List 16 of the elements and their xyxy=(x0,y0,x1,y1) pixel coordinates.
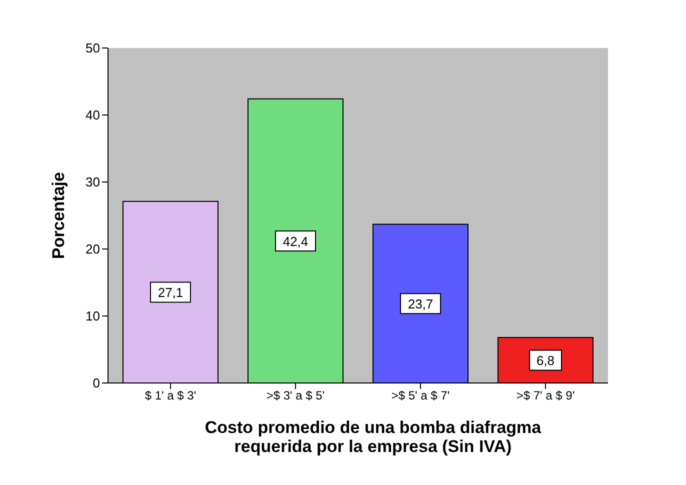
y-tick-label: 40 xyxy=(86,108,100,123)
x-tick-label: $ 1' a $ 3' xyxy=(144,388,196,403)
data-label: 23,7 xyxy=(408,296,434,312)
data-label: 6,8 xyxy=(536,353,555,368)
y-tick-label: 50 xyxy=(86,40,100,56)
x-tick-label: >$ 7' a $ 9' xyxy=(516,388,575,403)
x-axis-title: Costo promedio de una bomba diafragma requerida por la empresa (Sin IVA) xyxy=(204,418,542,456)
y-tick-label: 0 xyxy=(92,376,100,391)
y-tick-label: 30 xyxy=(86,174,100,190)
y-tick-label: 20 xyxy=(86,242,100,257)
x-tick-label: >$ 5' a $ 7' xyxy=(391,388,450,403)
y-tick-label: 10 xyxy=(86,308,100,324)
x-tick-label: >$ 3' a $ 5' xyxy=(266,388,325,403)
y-axis-title: Porcentaje xyxy=(49,172,68,259)
data-label: 42,4 xyxy=(282,234,308,249)
data-label: 27,1 xyxy=(158,285,184,300)
